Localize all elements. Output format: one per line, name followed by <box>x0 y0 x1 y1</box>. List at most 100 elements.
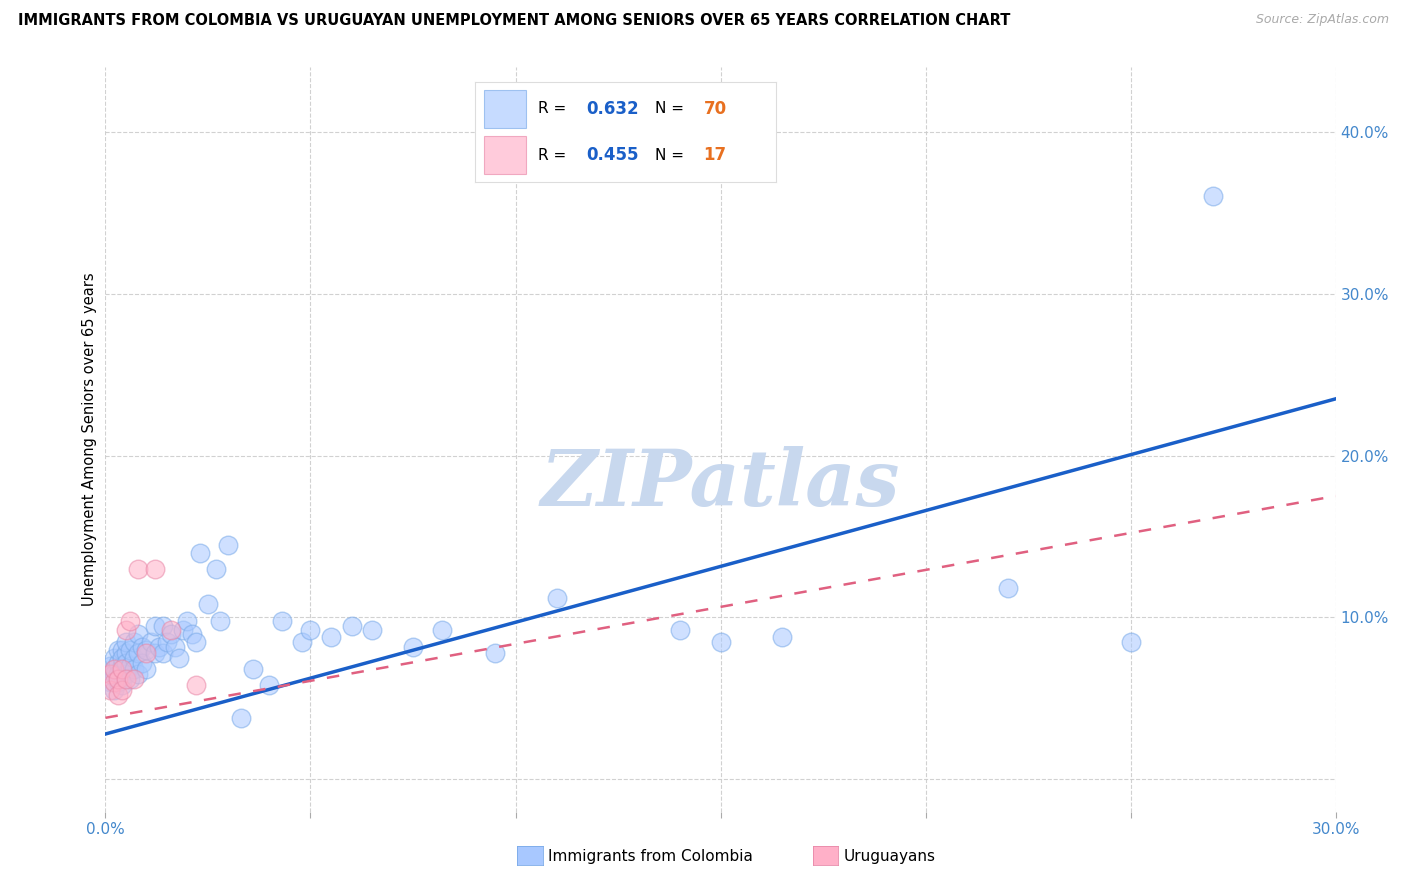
Point <box>127 626 149 640</box>
Point <box>188 546 211 560</box>
Text: Uruguayans: Uruguayans <box>844 849 935 863</box>
Text: R =: R = <box>538 102 567 117</box>
Point <box>111 683 134 698</box>
Point <box>270 614 292 628</box>
Point <box>180 626 202 640</box>
Point <box>122 672 145 686</box>
Point <box>115 634 138 648</box>
Point <box>98 659 121 673</box>
Point <box>122 651 145 665</box>
Point <box>120 672 141 686</box>
Point <box>205 562 228 576</box>
Point <box>259 678 281 692</box>
Point <box>120 642 141 657</box>
Point <box>160 626 183 640</box>
Point <box>218 537 240 551</box>
Point <box>135 662 157 676</box>
Point <box>111 662 134 676</box>
Point <box>103 675 125 690</box>
Point <box>107 667 129 681</box>
Point <box>115 624 138 638</box>
Point <box>122 662 145 676</box>
Point <box>209 614 232 628</box>
Point <box>169 651 191 665</box>
Point <box>484 646 506 660</box>
Text: 0.455: 0.455 <box>586 146 638 164</box>
Point <box>107 672 129 686</box>
Point <box>152 618 174 632</box>
Text: ZIPatlas: ZIPatlas <box>541 446 900 522</box>
Point <box>229 711 252 725</box>
Point <box>361 624 384 638</box>
Point <box>143 562 166 576</box>
Point <box>668 624 690 638</box>
Point <box>156 634 179 648</box>
Text: 0.632: 0.632 <box>586 100 638 118</box>
Y-axis label: Unemployment Among Seniors over 65 years: Unemployment Among Seniors over 65 years <box>82 272 97 607</box>
Bar <box>484 90 526 128</box>
Point <box>107 675 129 690</box>
Point <box>131 640 153 654</box>
Point <box>103 667 125 681</box>
Point <box>184 634 207 648</box>
Point <box>197 598 219 612</box>
Point <box>710 634 733 648</box>
Point <box>340 618 363 632</box>
Point <box>135 646 157 660</box>
Point <box>111 678 134 692</box>
Point <box>98 667 121 681</box>
Point <box>98 683 121 698</box>
Point <box>172 624 194 638</box>
Point <box>139 634 162 648</box>
Point <box>402 640 425 654</box>
Point <box>546 591 568 605</box>
Point <box>430 624 453 638</box>
Point <box>111 642 134 657</box>
Point <box>770 630 793 644</box>
Text: IMMIGRANTS FROM COLOMBIA VS URUGUAYAN UNEMPLOYMENT AMONG SENIORS OVER 65 YEARS C: IMMIGRANTS FROM COLOMBIA VS URUGUAYAN UN… <box>18 13 1011 29</box>
Point <box>143 618 166 632</box>
Point <box>120 614 141 628</box>
Point <box>103 662 125 676</box>
Text: N =: N = <box>655 102 685 117</box>
Point <box>103 651 125 665</box>
Bar <box>484 136 526 174</box>
Point <box>160 624 183 638</box>
Point <box>120 659 141 673</box>
Text: 17: 17 <box>703 146 727 164</box>
Point <box>111 651 134 665</box>
Point <box>1202 189 1225 203</box>
Point <box>107 688 129 702</box>
Point <box>103 683 125 698</box>
Point <box>115 656 138 670</box>
Point <box>107 656 129 670</box>
Point <box>1119 634 1142 648</box>
Point <box>127 562 149 576</box>
Point <box>176 614 198 628</box>
Point <box>98 675 121 690</box>
Point <box>148 640 170 654</box>
Point <box>997 582 1019 596</box>
Point <box>115 646 138 660</box>
Text: Immigrants from Colombia: Immigrants from Colombia <box>548 849 754 863</box>
Point <box>127 646 149 660</box>
Point <box>98 667 121 681</box>
Point <box>127 667 149 681</box>
Point <box>299 624 322 638</box>
Point <box>242 662 264 676</box>
Point <box>135 642 157 657</box>
Text: N =: N = <box>655 148 685 162</box>
Point <box>184 678 207 692</box>
Point <box>152 646 174 660</box>
Point <box>319 630 342 644</box>
Point <box>122 634 145 648</box>
Point <box>103 662 125 676</box>
Point <box>165 640 187 654</box>
Point <box>107 642 129 657</box>
Point <box>143 646 166 660</box>
Point <box>115 667 138 681</box>
Point <box>131 656 153 670</box>
Text: R =: R = <box>538 148 567 162</box>
Point <box>291 634 314 648</box>
Text: Source: ZipAtlas.com: Source: ZipAtlas.com <box>1256 13 1389 27</box>
